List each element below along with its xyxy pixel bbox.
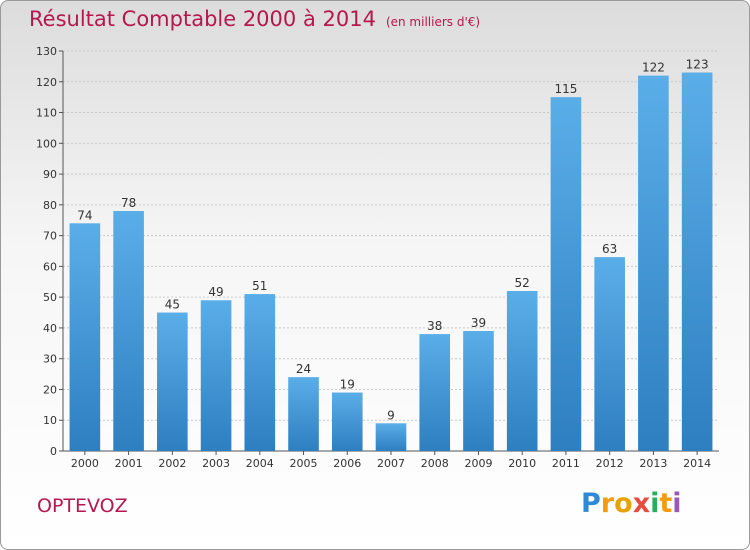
y-tick-label: 50 [43,291,57,304]
bar [157,312,188,451]
x-tick-label: 2002 [158,457,186,470]
logo-letter: t [659,488,673,519]
x-tick-label: 2013 [639,457,667,470]
data-label: 78 [121,196,136,210]
bar [419,334,451,451]
x-tick-label: 2008 [421,457,449,470]
bar [331,392,363,451]
x-tick-label: 2004 [246,457,274,470]
chart-title: Résultat Comptable 2000 à 2014 [29,7,376,31]
bar [244,294,276,451]
data-label: 51 [252,279,267,293]
data-label: 63 [602,242,617,256]
data-label: 52 [515,276,530,290]
x-tick-label: 2007 [377,457,405,470]
y-tick-label: 80 [43,199,57,212]
logo-letter: i [650,488,660,519]
bar [638,75,669,451]
x-tick-label: 2014 [683,457,711,470]
bar [200,300,232,451]
bar [113,211,144,451]
x-tick-label: 2010 [508,457,536,470]
bar [69,223,101,451]
y-tick-label: 110 [36,107,57,120]
x-tick-label: 2012 [596,457,624,470]
commune-name: OPTEVOZ [37,495,128,517]
data-label: 38 [427,319,442,333]
y-tick-label: 100 [36,137,57,150]
y-tick-label: 30 [43,353,57,366]
bar [375,423,407,451]
logo-letter: o [614,488,633,519]
data-label: 9 [387,408,395,422]
bar [594,257,625,451]
data-label: 24 [296,362,311,376]
bar [506,291,538,451]
data-label: 45 [165,298,180,312]
axes: 0 10 20 30 40 50 60 70 80 90 100 110 120 130 2000 2001 2… [36,45,719,470]
x-tick-label: 2009 [464,457,492,470]
x-tick-label: 2006 [333,457,361,470]
data-label: 115 [554,82,577,96]
x-tick-label: 2005 [290,457,318,470]
x-tick-label: 2003 [202,457,230,470]
logo-letter: x [632,488,651,519]
data-label: 122 [642,61,665,75]
unit-note: (en milliers d'€) [385,15,481,29]
data-labels: 74 78 45 49 51 24 19 9 38 39 52 115 63 122 123 [77,58,708,423]
logo-letter: P [581,488,601,519]
proxiti-logo: Proxiti [581,488,682,519]
data-label: 74 [77,208,92,222]
bar [681,72,713,452]
data-label: 19 [340,378,355,392]
x-tick-label: 2000 [71,457,99,470]
bar [463,331,494,451]
y-tick-label: 120 [36,76,57,89]
y-tick-label: 20 [43,383,57,396]
y-tick-label: 60 [43,260,57,273]
y-tick-label: 130 [36,45,57,58]
y-tick-label: 10 [43,414,57,427]
bars [69,72,713,452]
x-tick-label: 2011 [552,457,580,470]
data-label: 39 [471,316,486,330]
y-tick-label: 90 [43,168,57,181]
x-tick-label: 2001 [115,457,143,470]
logo-letter: i [672,488,682,519]
data-label: 123 [686,58,709,72]
bar [550,97,582,452]
y-tick-label: 0 [50,445,57,458]
y-tick-label: 70 [43,230,57,243]
data-label: 49 [208,285,223,299]
chart-title-block: Résultat Comptable 2000 à 2014 (en millie… [29,7,480,31]
bar [288,377,319,451]
logo-letter: r [600,488,615,519]
y-tick-label: 40 [43,322,57,335]
